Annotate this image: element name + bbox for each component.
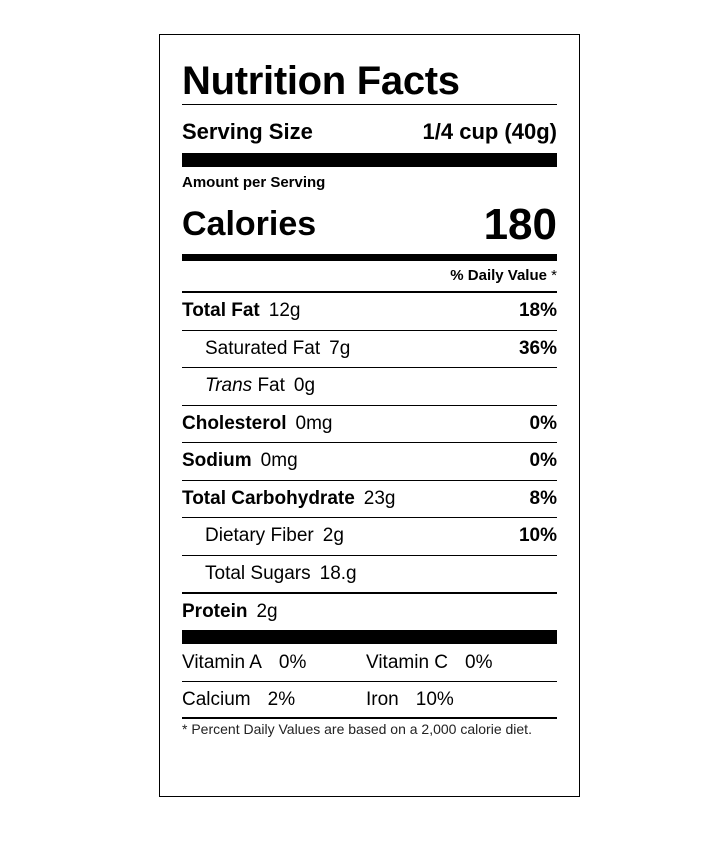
nutrient-amount: 0g (293, 375, 316, 396)
serving-size-value: 1/4 cup (40g) (422, 119, 557, 144)
nutrient-row-total-sugars: Total Sugars 18.g (182, 556, 557, 594)
nutrient-amount: 12g (268, 300, 301, 321)
daily-value-label: % Daily Value (450, 267, 547, 284)
nutrient-amount: 2g (322, 525, 344, 546)
nutrient-amount: 2g (256, 601, 278, 622)
nutrient-amount: 23g (363, 487, 396, 509)
serving-size-row: Serving Size 1/4 cup (40g) (182, 105, 557, 153)
nutrient-dv: 10% (518, 525, 557, 546)
nutrient-name: Total Sugars (205, 562, 311, 584)
nutrient-dv: 8% (529, 487, 557, 509)
nutrient-row-cholesterol: Cholesterol 0mg 0% (182, 406, 557, 443)
nutrient-row-saturated-fat: Saturated Fat 7g 36% (182, 331, 557, 368)
nutrient-name: Saturated Fat (205, 337, 321, 359)
nutrient-row-total-carbohydrate: Total Carbohydrate 23g 8% (182, 481, 557, 518)
footnote: * Percent Daily Values are based on a 2,… (182, 721, 532, 737)
nutrient-name: Total Carbohydrate (182, 487, 355, 509)
vitamin-name: Vitamin C (366, 652, 449, 673)
label-title: Nutrition Facts (182, 35, 557, 105)
nutrient-name: Protein (182, 601, 248, 622)
daily-value-asterisk: * (551, 267, 557, 284)
amount-per-serving: Amount per Serving (182, 174, 326, 191)
nutrient-dv: 36% (518, 337, 557, 359)
nutrient-name: Dietary Fiber (205, 525, 314, 546)
nutrient-amount: 0mg (295, 412, 333, 434)
calories-row: Calories 180 (182, 195, 557, 254)
nutrient-amount: 0mg (260, 450, 298, 471)
nutrient-dv: 0% (529, 412, 557, 434)
vitamin-pct: 2% (267, 689, 296, 710)
divider-thick (182, 153, 557, 167)
divider-thick (182, 630, 557, 644)
nutrient-row-trans-fat: Trans Fat 0g (182, 368, 557, 406)
nutrient-name: Fat (257, 375, 285, 396)
nutrient-dv: 18% (518, 300, 557, 321)
mineral-row: Calcium 2% Iron 10% (182, 682, 557, 719)
vitamin-pct: 0% (278, 652, 307, 673)
serving-size-label: Serving Size (182, 119, 313, 144)
nutrient-row-dietary-fiber: Dietary Fiber 2g 10% (182, 518, 557, 556)
nutrient-dv: 0% (529, 450, 557, 471)
calories-label: Calories (182, 205, 317, 243)
divider-medium (182, 254, 557, 261)
vitamin-name: Iron (366, 689, 399, 710)
daily-value-header: % Daily Value * (182, 261, 557, 293)
nutrient-name: Total Fat (182, 300, 260, 321)
nutrient-name: Sodium (182, 450, 252, 471)
nutrient-row-sodium: Sodium 0mg 0% (182, 443, 557, 481)
nutrient-row-protein: Protein 2g (182, 594, 557, 630)
vitamin-name: Vitamin A (182, 652, 262, 673)
vitamin-pct: 10% (415, 689, 454, 710)
nutrient-amount: 18.g (319, 562, 357, 584)
vitamin-pct: 0% (465, 652, 493, 673)
nutrition-facts-label: Nutrition Facts Serving Size 1/4 cup (40… (159, 34, 580, 797)
nutrient-name: Cholesterol (182, 412, 287, 434)
calories-value: 180 (483, 199, 557, 249)
nutrient-row-total-fat: Total Fat 12g 18% (182, 293, 557, 331)
vitamin-name: Calcium (182, 689, 251, 710)
nutrient-amount: 7g (329, 337, 351, 359)
vitamin-row: Vitamin A 0% Vitamin C 0% (182, 644, 557, 682)
nutrient-name-italic: Trans (205, 375, 253, 396)
